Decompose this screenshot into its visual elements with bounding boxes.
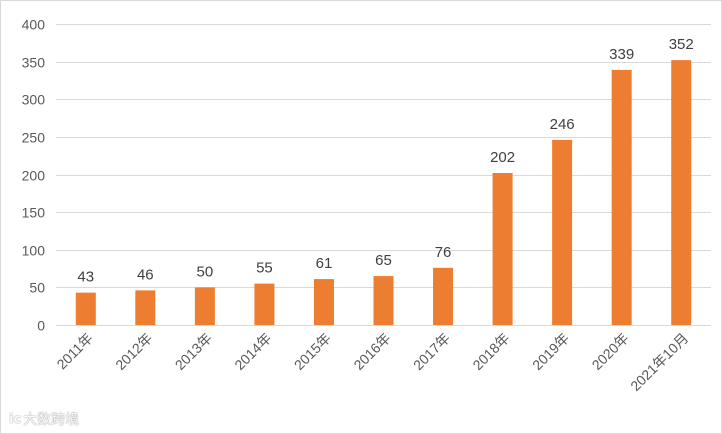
y-tick-label: 0 xyxy=(37,318,45,334)
y-tick-label: 400 xyxy=(22,17,46,33)
watermark-text: 大数跨境 xyxy=(23,412,80,428)
bar xyxy=(373,276,394,325)
data-label: 65 xyxy=(375,252,392,269)
y-tick-label: 350 xyxy=(22,55,46,71)
x-tick-label: 2015年 xyxy=(291,330,334,373)
bar xyxy=(75,292,96,325)
x-tick-label: 2020年 xyxy=(589,330,632,373)
data-label: 352 xyxy=(669,36,694,53)
data-label: 50 xyxy=(197,263,214,280)
data-label: 246 xyxy=(550,116,575,133)
bars xyxy=(75,60,692,326)
x-tick-label: 2019年 xyxy=(529,330,572,373)
bar xyxy=(313,279,334,325)
x-tick-label: 2014年 xyxy=(231,330,274,373)
bar xyxy=(611,69,632,325)
data-label: 43 xyxy=(77,269,94,286)
x-axis-ticks: 2011年 2012年 2013年 2014年 2015年 2016年 2017年 2018年… xyxy=(53,330,691,394)
bar xyxy=(492,172,513,325)
x-tick-label: 2017年 xyxy=(410,330,453,373)
data-labels: 43 46 50 55 61 65 76 202 246 339 352 xyxy=(77,36,693,286)
x-tick-label: 2018年 xyxy=(469,330,512,373)
x-tick-label: 2013年 xyxy=(172,330,215,373)
x-tick-label: 2012年 xyxy=(112,330,155,373)
bar xyxy=(194,287,215,325)
y-tick-label: 300 xyxy=(22,92,46,108)
data-label: 46 xyxy=(137,266,154,283)
y-axis-ticks: 0 50 100 150 200 250 300 350 400 xyxy=(22,17,46,334)
y-tick-label: 150 xyxy=(22,205,46,221)
y-tick-label: 50 xyxy=(29,280,45,296)
bar xyxy=(671,60,692,326)
data-label: 202 xyxy=(490,149,515,166)
x-tick-label: 2021年10月 xyxy=(627,330,691,394)
bar xyxy=(254,283,275,325)
y-tick-label: 200 xyxy=(22,168,46,184)
bar xyxy=(552,139,573,325)
gridlines xyxy=(56,24,711,326)
x-tick-label: 2016年 xyxy=(350,330,393,373)
bar xyxy=(135,290,156,325)
data-label: 76 xyxy=(435,244,452,261)
y-tick-label: 250 xyxy=(22,130,46,146)
watermark: ic 大数跨境 xyxy=(9,409,79,429)
data-label: 55 xyxy=(256,260,273,277)
data-label: 61 xyxy=(316,255,333,272)
bar xyxy=(433,267,454,325)
y-tick-label: 100 xyxy=(22,243,46,259)
x-tick-label: 2011年 xyxy=(53,330,96,373)
data-label: 339 xyxy=(609,46,634,63)
watermark-logo: ic xyxy=(9,411,22,427)
